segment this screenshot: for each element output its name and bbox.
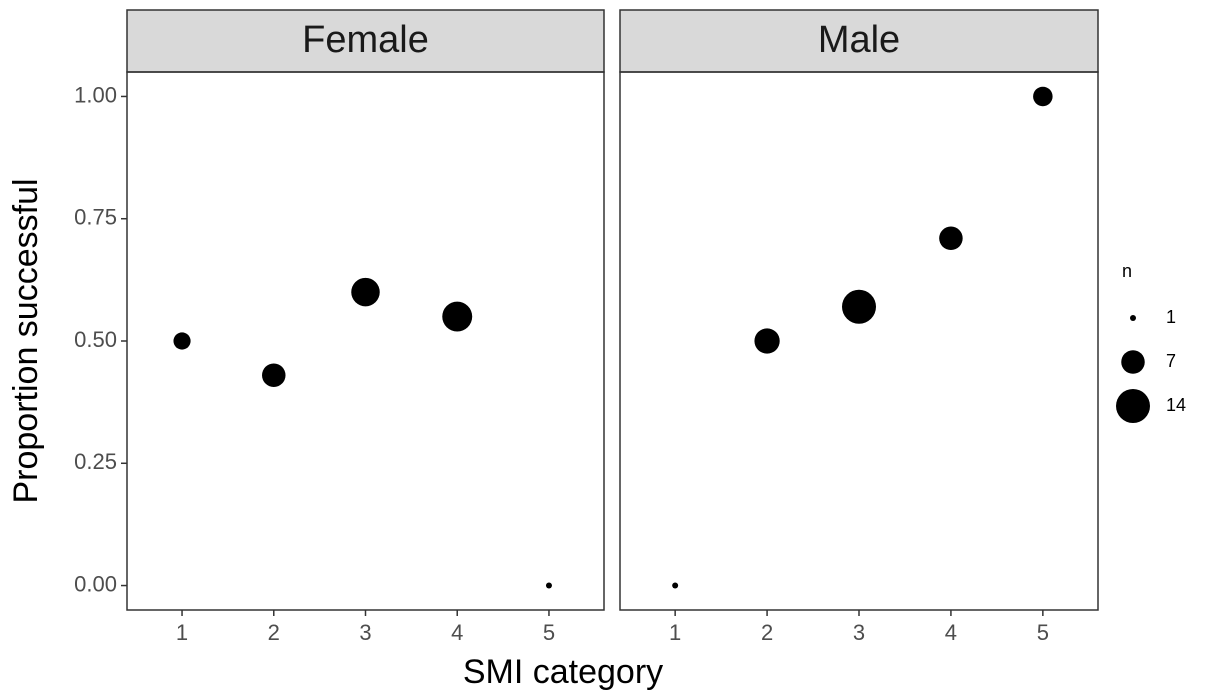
point	[939, 226, 963, 251]
x-tick-label: 4	[451, 620, 463, 645]
legend-key	[1116, 389, 1150, 423]
point	[442, 301, 473, 332]
x-tick-label: 1	[669, 620, 681, 645]
strip	[126, 9, 605, 73]
y-axis-title: Proportion successful	[7, 178, 45, 503]
y-tick-label: 0.00	[74, 571, 117, 596]
x-tick-label: 5	[1037, 620, 1049, 645]
x-tick-label: 4	[945, 620, 957, 645]
y-tick-label: 0.50	[74, 327, 117, 352]
legend-label: 1	[1166, 307, 1176, 327]
legend-label: 14	[1166, 395, 1186, 415]
legend-key	[1130, 315, 1136, 321]
x-tick-label: 3	[853, 620, 865, 645]
y-tick-label: 0.75	[74, 205, 117, 230]
legend-key	[1121, 350, 1145, 374]
point	[351, 277, 380, 307]
x-axis-title: SMI category	[463, 653, 663, 691]
x-tick-label: 3	[359, 620, 371, 645]
point	[173, 332, 191, 350]
legend-title: n	[1122, 261, 1132, 281]
point	[1033, 86, 1053, 107]
legend-label: 7	[1166, 351, 1176, 371]
point	[262, 363, 286, 387]
panel	[619, 71, 1099, 611]
strip-label: Male	[818, 19, 900, 61]
strip-label: Female	[302, 19, 429, 61]
y-tick-label: 0.25	[74, 449, 117, 474]
point	[672, 582, 679, 589]
strip	[619, 9, 1099, 73]
y-tick-label: 1.00	[74, 82, 117, 107]
point	[545, 582, 552, 589]
panel	[126, 71, 605, 611]
x-tick-label: 2	[268, 620, 280, 645]
x-tick-label: 5	[543, 620, 555, 645]
x-tick-label: 1	[176, 620, 188, 645]
x-tick-label: 2	[761, 620, 773, 645]
point	[842, 289, 876, 324]
point	[754, 328, 780, 354]
